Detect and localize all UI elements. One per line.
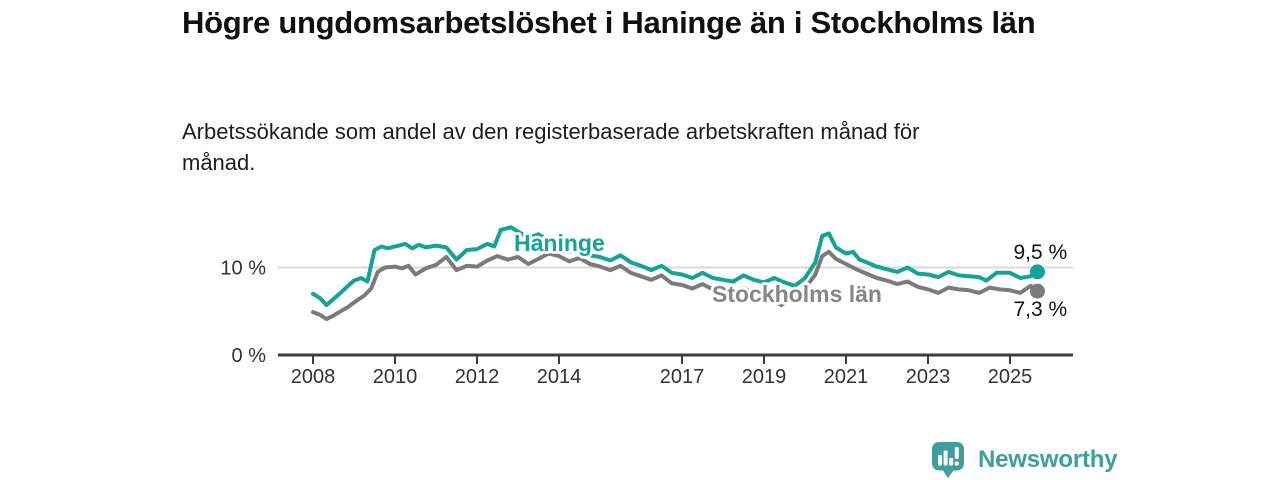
chart-title: Högre ungdomsarbetslöshet i Haninge än i…	[182, 5, 1036, 40]
stockholms-lan-end-value-label: 7,3 %	[1013, 298, 1067, 321]
x-tick-label: 2010	[373, 366, 418, 388]
newsworthy-brand: Newsworthy	[930, 441, 1118, 479]
haninge-end-value-label: 9,5 %	[1013, 241, 1067, 264]
chart-subtitle: Arbetssökande som andel av den registerb…	[182, 119, 920, 176]
haninge-series-label: Haninge	[514, 230, 605, 256]
x-tick-label: 2023	[906, 366, 951, 388]
x-tick-label: 2014	[537, 366, 582, 388]
stockholms-lan-end-dot	[1029, 283, 1045, 299]
x-tick-label: 2017	[660, 366, 705, 388]
x-tick-label: 2012	[455, 366, 500, 388]
stockholms-lan-series-label: Stockholms län	[712, 281, 882, 307]
x-tick-label: 2025	[988, 366, 1033, 388]
stockholms-lan-line	[311, 249, 1040, 322]
y-tick-label: 0 %	[232, 345, 267, 367]
x-axis-ticks: 2008 2010 2012 2014 2017 2019 2021 2023 2025	[291, 355, 1033, 388]
brand-name: Newsworthy	[978, 446, 1118, 473]
y-tick-label: 10 %	[220, 258, 266, 280]
haninge-line	[311, 225, 1040, 308]
bar-chart-speech-bubble-icon	[932, 442, 964, 478]
x-tick-label: 2019	[742, 366, 787, 388]
x-tick-label: 2021	[824, 366, 869, 388]
y-axis-labels: 0 % 10 %	[220, 258, 266, 368]
x-tick-label: 2008	[291, 366, 336, 388]
haninge-end-dot	[1029, 264, 1045, 280]
